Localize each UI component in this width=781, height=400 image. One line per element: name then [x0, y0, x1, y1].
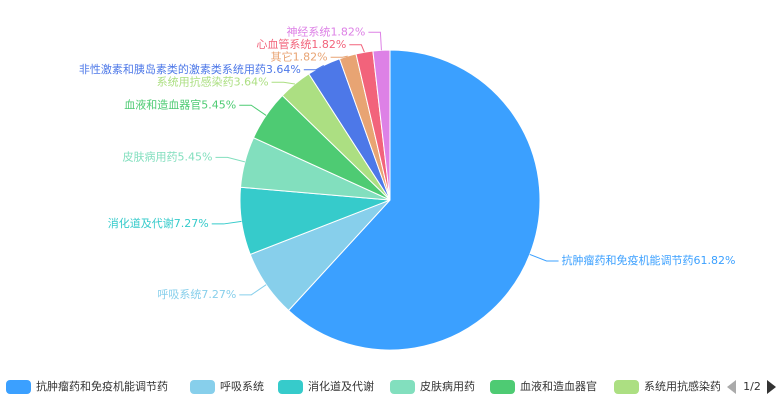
pie-slice [287, 49, 541, 351]
slice-label-name: 消化道及代谢 [108, 216, 174, 230]
slice-label: 呼吸系统7.27% [157, 288, 236, 301]
legend-label: 血液和造血器官 [520, 379, 597, 393]
legend-page: 1/2 [743, 380, 761, 393]
slice-label-name: 神经系统 [286, 24, 330, 38]
label-line [330, 55, 348, 58]
slice-label-value: 5.45% [178, 150, 213, 163]
slice-label-name: 血液和造血器官 [124, 97, 201, 111]
slice-label-value: 1.82% [311, 38, 346, 51]
slice-label: 血液和造血器官5.45% [124, 97, 236, 111]
legend-swatch [490, 380, 515, 394]
slice-label-name: 呼吸系统 [157, 288, 201, 301]
legend-next[interactable] [767, 380, 776, 394]
legend-label: 消化道及代谢 [308, 379, 374, 393]
label-line [239, 104, 267, 116]
legend-label: 皮肤病用药 [420, 379, 475, 393]
legend-label: 抗肿瘤药和免疫机能调节药 [36, 379, 168, 393]
legend-swatch [614, 380, 639, 394]
legend-label: 系统用抗感染药 [644, 379, 721, 393]
slice-label: 抗肿瘤药和免疫机能调节药61.82% [562, 253, 736, 267]
slice-label-name: 心血管系统 [256, 37, 311, 51]
label-line [215, 156, 246, 163]
slice-label: 其它1.82% [271, 49, 328, 63]
slice-label: 心血管系统1.82% [256, 37, 346, 51]
slice-label: 神经系统1.82% [286, 24, 365, 38]
legend-label: 呼吸系统 [220, 380, 264, 393]
legend-swatch [6, 380, 31, 394]
legend-swatch [278, 380, 303, 394]
slice-label-value: 3.64% [266, 63, 301, 76]
label-line [271, 81, 296, 85]
slice-label: 皮肤病用药5.45% [123, 149, 213, 163]
label-line [529, 253, 559, 262]
slice-label-name: 非性激素和胰岛素类的激素类系统用药 [79, 62, 266, 76]
slice-label-value: 3.64% [234, 75, 269, 88]
slice-label: 系统用抗感染药3.64% [157, 74, 269, 88]
slice-label-value: 1.82% [330, 25, 365, 38]
slice-label-value: 5.45% [201, 98, 236, 111]
label-line [211, 220, 242, 225]
slice-label-value: 1.82% [293, 50, 328, 63]
legend-swatch [390, 380, 415, 394]
label-line [239, 284, 267, 296]
label-line [368, 31, 382, 51]
slice-label-value: 61.82% [694, 254, 736, 267]
slice-label-name: 其它 [271, 49, 293, 63]
label-line [303, 64, 324, 71]
slice-label-value: 7.27% [201, 288, 236, 301]
slice-label-value: 7.27% [174, 217, 209, 230]
slice-label-name: 抗肿瘤药和免疫机能调节药 [562, 253, 694, 267]
legend: 抗肿瘤药和免疫机能调节药 呼吸系统 消化道及代谢 皮肤病用药 血液和造血器官 系统用抗感染… [6, 379, 721, 394]
legend-prev[interactable] [727, 380, 736, 394]
slice-label: 消化道及代谢7.27% [108, 216, 209, 230]
slice-label-name: 皮肤病用药 [123, 149, 178, 163]
legend-swatch [190, 380, 215, 394]
slice-label-name: 系统用抗感染药 [157, 74, 234, 88]
label-line [349, 44, 365, 53]
slice-label: 非性激素和胰岛素类的激素类系统用药3.64% [79, 62, 301, 76]
